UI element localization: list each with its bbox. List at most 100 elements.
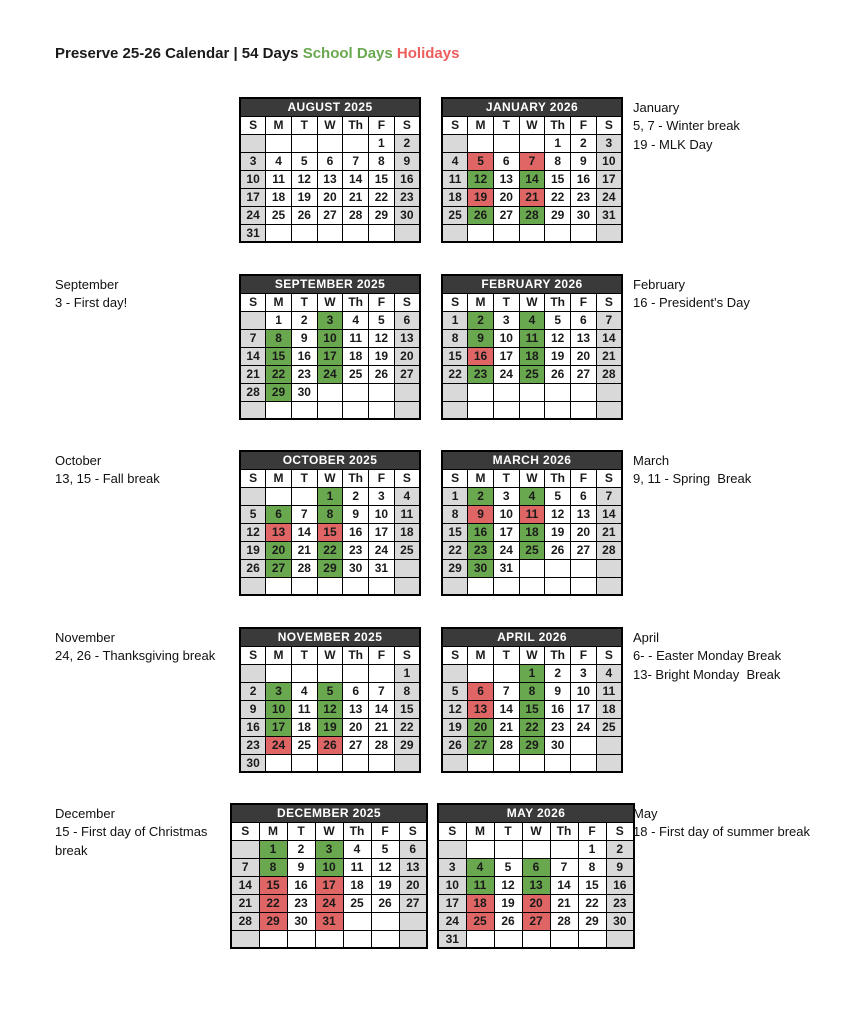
day-cell: 12 [493, 875, 523, 895]
calendar-row-3: November 24, 26 - Thanksgiving break NOVEM… [0, 627, 849, 803]
day-cell: 10 [492, 328, 520, 348]
empty-cell [290, 400, 318, 420]
day-cell: 1 [441, 486, 469, 506]
empty-cell [265, 133, 292, 153]
calendar-row-2: October 13, 15 - Fall break OCTOBER 2025 S M… [0, 450, 849, 626]
day-cell: 9 [290, 328, 318, 348]
day-cell: 6 [342, 681, 370, 701]
day-cell: 12 [239, 522, 267, 542]
holiday-day-cell: 27 [521, 911, 551, 931]
day-cell: 7 [595, 310, 623, 330]
day-cell: 22 [441, 540, 469, 560]
school-day-cell: 18 [518, 346, 546, 366]
school-day-cell: 3 [265, 681, 292, 701]
empty-cell [393, 576, 421, 596]
note-line: 13, 15 - Fall break [55, 471, 160, 487]
day-cell: 28 [368, 735, 395, 755]
calendar-row-1: September 3 - First day! SEPTEMBER 2025 S M T… [0, 274, 849, 450]
month-title: NOVEMBER 2025 [239, 627, 421, 647]
holiday-day-cell: 20 [521, 893, 551, 913]
empty-cell [595, 382, 623, 402]
holiday-day-cell: 9 [467, 504, 494, 524]
school-day-cell: 8 [265, 328, 292, 348]
month-title: FEBRUARY 2026 [441, 274, 623, 294]
calendar-march-2026: MARCH 2026 S M T W Th F S 1 2 3 4 5 6 7 8 9 10 11 12 13 14 15 1… [441, 450, 623, 596]
day-cell: 8 [441, 328, 469, 348]
weekday-header: M [467, 292, 494, 312]
note-april: April 6- - Easter Monday Break 13- Bright … [633, 629, 818, 684]
day-cell: 16 [290, 346, 318, 366]
school-day-cell: 10 [265, 699, 292, 719]
holiday-day-cell: 24 [314, 893, 344, 913]
empty-cell [393, 558, 421, 578]
day-cell: 11 [342, 328, 370, 348]
weekday-header: S [393, 292, 421, 312]
empty-cell [595, 223, 623, 243]
day-cell: 20 [492, 187, 520, 207]
school-day-cell: 1 [518, 663, 546, 683]
school-day-cell: 14 [518, 169, 546, 189]
weekday-header: W [518, 115, 546, 135]
empty-cell [595, 558, 623, 578]
weekday-header: W [314, 821, 344, 841]
day-cell: 26 [368, 364, 395, 384]
day-cell: 27 [570, 364, 597, 384]
day-cell: 28 [595, 364, 623, 384]
empty-cell [342, 929, 372, 949]
day-cell: 6 [398, 839, 428, 859]
day-cell: 14 [239, 346, 267, 366]
empty-cell [316, 400, 344, 420]
weekday-header: W [316, 645, 344, 665]
empty-cell [441, 223, 469, 243]
day-cell: 3 [595, 133, 623, 153]
note-december: December 15 - First day of Christmas brea… [55, 805, 235, 860]
day-cell: 21 [239, 364, 267, 384]
day-cell: 19 [368, 346, 395, 366]
calendar-april-2026: APRIL 2026 S M T W Th F S 1 2 3 4 5 6 7 8 9 10 11 12 13 14 15 1… [441, 627, 623, 773]
page-title-main: Preserve 25-26 Calendar | 54 Days [55, 45, 299, 62]
day-cell: 19 [290, 187, 318, 207]
empty-cell [368, 753, 395, 773]
day-cell: 2 [570, 133, 597, 153]
holiday-day-cell: 31 [314, 911, 344, 931]
day-cell: 9 [286, 857, 316, 877]
weekday-header: F [570, 468, 597, 488]
day-cell: 9 [570, 151, 597, 171]
day-cell: 7 [342, 151, 370, 171]
school-day-cell: 1 [316, 486, 344, 506]
empty-cell [467, 400, 494, 420]
day-cell: 29 [544, 205, 572, 225]
day-cell: 8 [368, 151, 395, 171]
weekday-header: F [368, 115, 395, 135]
empty-cell [316, 663, 344, 683]
school-day-cell: 24 [316, 364, 344, 384]
day-cell: 2 [286, 839, 316, 859]
weekday-header: Th [549, 821, 579, 841]
empty-cell [544, 558, 572, 578]
weekday-header: M [265, 115, 292, 135]
month-title: MAY 2026 [437, 803, 635, 823]
day-cell: 5 [493, 857, 523, 877]
day-cell: 22 [544, 187, 572, 207]
empty-cell [544, 753, 572, 773]
day-cell: 12 [290, 169, 318, 189]
empty-cell [265, 223, 292, 243]
school-day-cell: 26 [467, 205, 494, 225]
weekday-header: S [441, 645, 469, 665]
day-cell: 2 [605, 839, 635, 859]
day-cell: 24 [437, 911, 467, 931]
weekday-header: S [441, 468, 469, 488]
day-cell: 11 [342, 857, 372, 877]
day-cell: 11 [265, 169, 292, 189]
day-cell: 4 [265, 151, 292, 171]
day-cell: 10 [492, 504, 520, 524]
empty-cell [316, 223, 344, 243]
day-cell: 2 [290, 310, 318, 330]
day-cell: 12 [544, 504, 572, 524]
empty-cell [342, 576, 370, 596]
school-day-cell: 13 [521, 875, 551, 895]
weekday-header: T [492, 115, 520, 135]
day-cell: 1 [544, 133, 572, 153]
empty-cell [239, 133, 267, 153]
day-cell: 5 [370, 839, 400, 859]
